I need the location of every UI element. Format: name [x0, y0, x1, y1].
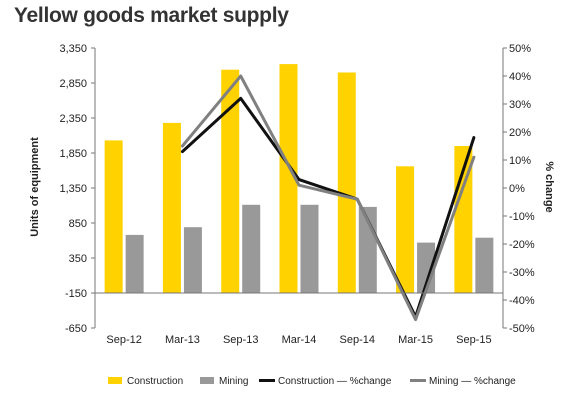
bar-construction	[337, 72, 356, 293]
chart-title: Yellow goods market supply	[14, 4, 289, 27]
y2-tick-label: 30%	[509, 99, 531, 111]
x-tick-labels: Sep-12 Mar-13 Sep-13 Mar-14 Sep-14 Mar-15 Sep-…	[106, 334, 491, 346]
y-tick-labels: 3,350 2,850 2,350 1,850 1,350 850 350 -150 -650	[59, 43, 95, 335]
y-tick-label: 1,350	[59, 183, 87, 195]
y-tick-label: -150	[65, 288, 87, 300]
y2-tick-label: -50%	[509, 323, 535, 335]
y-axis-title: Units of equipment	[29, 137, 41, 237]
y-tick-label: -650	[65, 323, 87, 335]
x-tick-label: Sep-14	[340, 334, 375, 346]
bar-mining	[300, 204, 319, 293]
y2-tick-label: -10%	[509, 211, 535, 223]
bar-construction	[279, 64, 298, 293]
y-tick-label: 350	[69, 253, 87, 265]
x-tick-label: Sep-12	[106, 334, 141, 346]
legend-label: Construction	[127, 376, 183, 387]
legend-label: Construction — %change	[278, 376, 392, 387]
legend-swatch	[108, 377, 122, 384]
bar-construction	[104, 140, 123, 293]
bar-mining	[183, 227, 202, 293]
bar-construction	[396, 166, 415, 293]
x-tick-label: Sep-13	[223, 334, 258, 346]
line-construction-change	[180, 96, 476, 319]
y-tick-label: 850	[69, 218, 87, 230]
y2-tick-label: 0%	[509, 183, 525, 195]
y2-tick-label: 50%	[509, 43, 531, 55]
y-tick-label: 1,850	[59, 148, 87, 160]
bar-construction	[162, 122, 181, 294]
bar-mining	[125, 234, 144, 293]
x-tick-label: Mar-13	[165, 334, 200, 346]
y-tick-label: 2,850	[59, 78, 87, 90]
y2-tick-label: 10%	[509, 155, 531, 167]
y2-tick-label: 40%	[509, 71, 531, 83]
legend-label: Mining	[219, 376, 248, 387]
x-tick-label: Mar-15	[398, 334, 433, 346]
y2-tick-label: -20%	[509, 239, 535, 251]
y-tick-label: 2,350	[59, 113, 87, 125]
legend: Construction Mining Construction — %change…	[108, 376, 516, 387]
y2-tick-label: -30%	[509, 267, 535, 279]
x-tick-label: Mar-14	[282, 334, 317, 346]
legend-swatch	[200, 377, 214, 384]
x-tick-label: Sep-15	[456, 334, 491, 346]
bar-mining	[475, 237, 494, 293]
legend-label: Mining — %change	[429, 376, 516, 387]
bar-mining	[242, 204, 261, 293]
bar-construction	[221, 69, 240, 293]
bar-group	[104, 64, 494, 294]
y2-axis-title: % change	[543, 161, 555, 212]
y2-tick-label: -40%	[509, 295, 535, 307]
y2-tick-label: 20%	[509, 127, 531, 139]
y-tick-label: 3,350	[59, 43, 87, 55]
y2-tick-labels: 50% 40% 30% 20% 10% 0% -10% -20% -30% -40% -50%	[503, 43, 535, 335]
